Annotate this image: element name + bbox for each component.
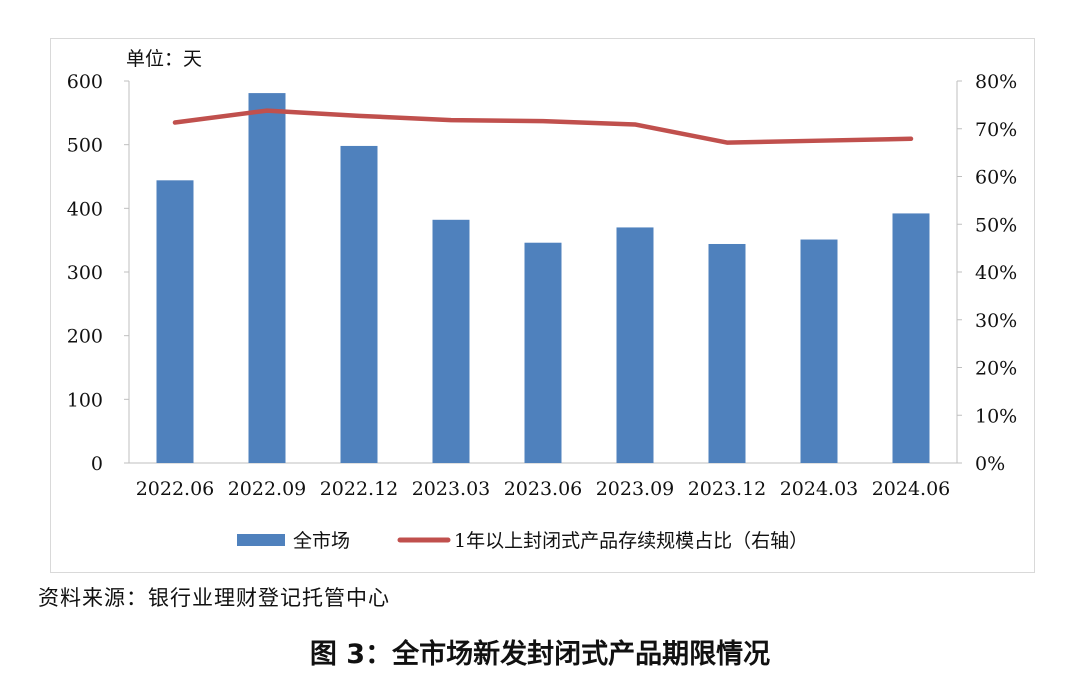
figure-caption: 图 3：全市场新发封闭式产品期限情况 — [309, 639, 771, 670]
y-left-tick-label: 0 — [91, 453, 103, 475]
line-point — [726, 142, 728, 144]
bar — [432, 219, 470, 463]
y-left-tick-label: 400 — [67, 198, 103, 220]
x-tick-label: 2022.12 — [320, 478, 399, 500]
y-right-tick-label: 0% — [975, 453, 1005, 475]
x-tick-label: 2024.06 — [872, 478, 951, 500]
y-left-tick-label: 500 — [67, 135, 103, 157]
y-right-tick-label: 80% — [975, 71, 1017, 93]
y-left-tick-label: 100 — [67, 389, 103, 411]
legend-label-line: 1年以上封闭式产品存续规模占比（右轴） — [454, 530, 808, 552]
line-point — [266, 110, 268, 112]
x-tick-label: 2023.03 — [412, 478, 491, 500]
bar — [248, 93, 286, 463]
line-point — [542, 120, 544, 122]
source-note: 资料来源：银行业理财登记托管中心 — [38, 586, 390, 610]
y-right-tick-label: 10% — [975, 405, 1017, 427]
y-right-tick-label: 70% — [975, 119, 1017, 141]
y-right-tick-label: 40% — [975, 262, 1017, 284]
line-point — [634, 123, 636, 125]
line-point — [174, 122, 176, 124]
y-left-tick-label: 600 — [67, 71, 103, 93]
y-right-tick-label: 60% — [975, 167, 1017, 189]
chart-svg: 单位：天 0 100 200 300 400 500 600 0% 10% 20% 30% 40% 50%… — [67, 48, 1018, 552]
bar — [156, 180, 194, 463]
y-left-tick-label: 200 — [67, 326, 103, 348]
line-point — [818, 140, 820, 142]
x-tick-label: 2023.12 — [688, 478, 767, 500]
line-point — [358, 115, 360, 117]
x-tick-label: 2023.09 — [596, 478, 675, 500]
bar — [708, 243, 746, 463]
x-tick-label: 2024.03 — [780, 478, 859, 500]
y-right-tick-label: 50% — [975, 214, 1017, 236]
legend-label-bar: 全市场 — [293, 530, 350, 552]
x-tick-label: 2022.09 — [228, 478, 307, 500]
bar — [616, 227, 654, 463]
y-left-tick-label: 300 — [67, 262, 103, 284]
x-tick-label: 2022.06 — [136, 478, 215, 500]
bar — [892, 213, 930, 463]
bar — [800, 239, 838, 463]
chart-frame: 单位：天 0 100 200 300 400 500 600 0% 10% 20% 30% 40% 50%… — [50, 38, 1035, 573]
unit-label: 单位：天 — [126, 48, 202, 70]
x-tick-label: 2023.06 — [504, 478, 583, 500]
legend-swatch-bar — [237, 534, 285, 546]
line-point — [910, 138, 912, 140]
y-right-tick-label: 20% — [975, 358, 1017, 380]
line-point — [450, 119, 452, 121]
y-right-tick-label: 30% — [975, 310, 1017, 332]
bar — [524, 242, 562, 463]
bar — [340, 145, 378, 463]
